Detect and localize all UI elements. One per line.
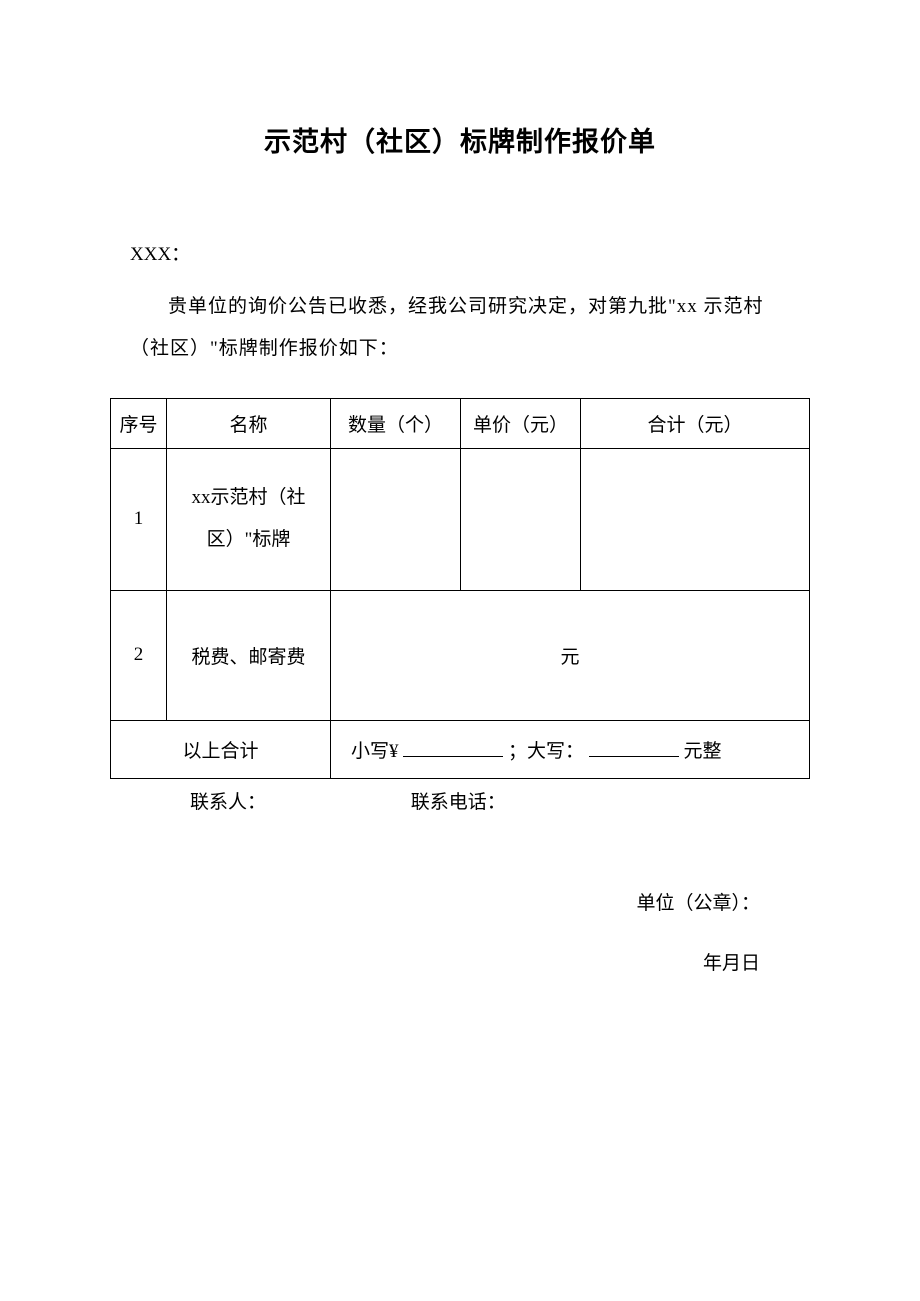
row1-price <box>461 448 581 590</box>
row1-name: xx示范村（社区）"标牌 <box>167 448 331 590</box>
row2-name: 税费、邮寄费 <box>167 590 331 720</box>
amount-small-blank <box>403 739 503 757</box>
total-label: 以上合计 <box>111 720 331 778</box>
total-prefix: 小写¥ <box>351 741 399 762</box>
header-name: 名称 <box>167 398 331 448</box>
row2-seq: 2 <box>111 590 167 720</box>
header-qty: 数量（个） <box>331 398 461 448</box>
header-total: 合计（元） <box>581 398 810 448</box>
table-row: 2 税费、邮寄费 元 <box>111 590 810 720</box>
seal-label: 单位（公章）： <box>110 874 760 935</box>
addressee-label: XXX： <box>130 239 810 266</box>
contact-phone-label: 联系电话： <box>411 787 506 814</box>
row1-seq: 1 <box>111 448 167 590</box>
total-suffix: 元整 <box>684 741 722 762</box>
date-label: 年月日 <box>110 934 760 995</box>
table-row: 1 xx示范村（社区）"标牌 <box>111 448 810 590</box>
header-price: 单价（元） <box>461 398 581 448</box>
contact-person-label: 联系人： <box>190 787 266 814</box>
body-paragraph: 贵单位的询价公告已收悉，经我公司研究决定，对第九批"xx 示范村（社区）"标牌制… <box>130 286 800 370</box>
total-value-cell: 小写¥ ；大写： 元整 <box>331 720 810 778</box>
row1-total <box>581 448 810 590</box>
amount-large-blank <box>589 739 679 757</box>
row1-qty <box>331 448 461 590</box>
contact-line: 联系人： 联系电话： <box>190 787 810 814</box>
table-header-row: 序号 名称 数量（个） 单价（元） 合计（元） <box>111 398 810 448</box>
total-middle: ；大写： <box>508 741 584 762</box>
row2-merged: 元 <box>331 590 810 720</box>
table-total-row: 以上合计 小写¥ ；大写： 元整 <box>111 720 810 778</box>
signature-block: 单位（公章）： 年月日 <box>110 874 760 996</box>
header-seq: 序号 <box>111 398 167 448</box>
document-title: 示范村（社区）标牌制作报价单 <box>110 120 810 159</box>
quotation-table: 序号 名称 数量（个） 单价（元） 合计（元） 1 xx示范村（社区）"标牌 2… <box>110 398 810 779</box>
